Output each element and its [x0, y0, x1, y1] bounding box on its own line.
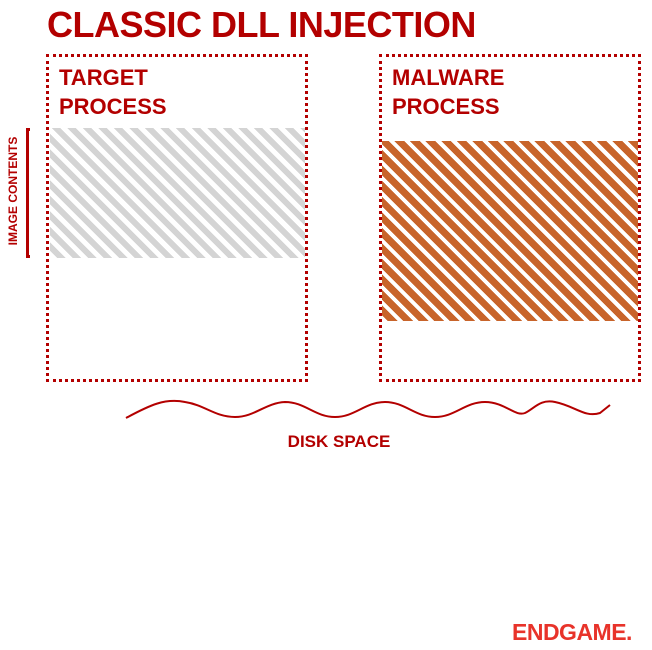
disk-space-label: DISK SPACE: [287, 432, 391, 451]
target-process-label: TARGET PROCESS: [59, 63, 167, 121]
target-label-line1: TARGET: [59, 65, 148, 90]
malware-label-line2: PROCESS: [392, 94, 500, 119]
target-process-box: TARGET PROCESS: [46, 54, 308, 382]
malware-image-contents-region: [382, 141, 638, 321]
malware-label-line1: MALWARE: [392, 65, 505, 90]
target-image-contents-region: [50, 128, 305, 258]
image-contents-bracket: [26, 128, 30, 258]
malware-process-box: MALWARE PROCESS: [379, 54, 641, 382]
diagram-title: CLASSIC DLL INJECTION: [47, 4, 476, 45]
malware-process-label: MALWARE PROCESS: [392, 63, 504, 121]
target-label-line2: PROCESS: [59, 94, 167, 119]
endgame-logo: ENDGAME.: [512, 619, 632, 645]
